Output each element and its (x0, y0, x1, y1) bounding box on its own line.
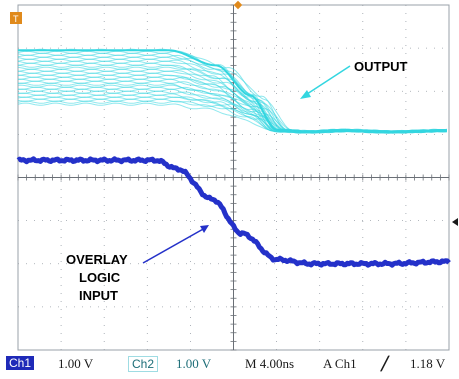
overlay-annotation-line1: OVERLAY (66, 252, 128, 267)
overlay-annotation-line3: INPUT (79, 288, 118, 303)
trigger-level: 1.18 V (410, 356, 446, 371)
timebase: M 4.00ns (245, 356, 295, 371)
output-overlay-trace (17, 64, 447, 134)
ch2-ground-marker (10, 12, 22, 24)
input-trace (16, 156, 451, 268)
output-arrow-head (300, 90, 311, 99)
ch1-scale: 1.00 V (58, 356, 94, 371)
ch2-scale: 1.00 V (176, 356, 212, 371)
input-arrow-head (200, 225, 209, 233)
trigger-source: A Ch1 (323, 356, 357, 371)
ch1-label: Ch1 (6, 356, 35, 370)
annotations: OUTPUT OVERLAY LOGIC INPUT (66, 59, 408, 303)
status-bar: Ch1 1.00 V Ch2 1.00 V M 4.00ns A Ch1 ╱ 1… (0, 352, 459, 379)
input-arrow-line (142, 227, 206, 264)
trigger-level-marker (452, 218, 458, 226)
rising-edge-icon: ╱ (381, 356, 389, 371)
ch2-label: Ch2 (128, 356, 159, 372)
output-arrow-line (303, 65, 351, 97)
graticule-grid (17, 4, 450, 351)
output-annotation: OUTPUT (354, 59, 408, 74)
waveform-traces (16, 48, 451, 268)
ch2-marker-label: T (13, 14, 19, 24)
output-trace (18, 49, 447, 134)
overlay-annotation-line2: LOGIC (79, 270, 121, 285)
